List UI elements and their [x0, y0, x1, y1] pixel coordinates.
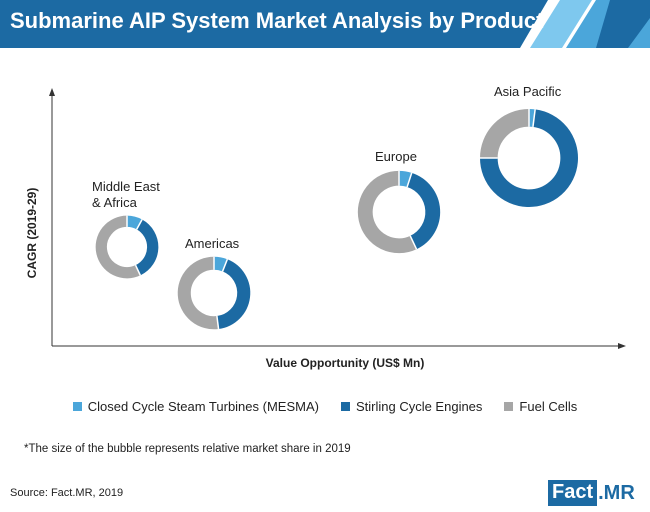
legend-swatch-mesma	[72, 402, 82, 411]
donut-segment-asia-pacific-2	[480, 109, 578, 207]
donut-segment-americas-3	[177, 256, 219, 330]
donut-segment-europe-1	[398, 170, 412, 188]
donut-separator	[134, 264, 142, 276]
title-banner: Submarine AIP System Market Analysis by …	[0, 0, 650, 48]
factmr-logo: Fact .MR	[548, 480, 638, 506]
y-axis-arrow	[49, 88, 55, 96]
logo-mr-text: .MR	[598, 481, 635, 504]
region-label-europe: Europe	[375, 149, 417, 164]
x-axis-label: Value Opportunity (US$ Mn)	[266, 356, 425, 370]
legend-swatch-stirling	[340, 402, 350, 411]
region-label-line: & Africa	[92, 195, 138, 210]
donut-segment-asia-pacific-3	[480, 109, 530, 159]
donut-separator	[532, 109, 536, 127]
donut-segment-americas-1	[213, 256, 228, 272]
chart-area: Value Opportunity (US$ Mn) CAGR (2019-29…	[25, 84, 626, 370]
legend-item-fuel-cells: Fuel Cells	[504, 399, 577, 414]
donut-segment-middle-east-africa-1	[126, 215, 143, 230]
chart-axes	[49, 88, 626, 349]
donut-segment-europe-3	[357, 170, 417, 254]
region-label-asia-pacific: Asia Pacific	[494, 84, 562, 99]
donut-separator	[216, 315, 220, 330]
footnote: *The size of the bubble represents relat…	[24, 443, 351, 455]
logo-fact-text: Fact	[548, 480, 598, 506]
region-label-line: Europe	[375, 149, 417, 164]
legend-item-mesma: Closed Cycle Steam Turbines (MESMA)	[72, 399, 319, 414]
donut-segment-europe-2	[406, 172, 441, 250]
legend-label-stirling: Stirling Cycle Engines	[355, 399, 483, 414]
bubble-asia-pacific: Asia Pacific	[480, 84, 578, 207]
donut-segment-middle-east-africa-3	[95, 215, 141, 279]
legend: Closed Cycle Steam Turbines (MESMA) Stir…	[0, 399, 650, 414]
bubble-europe: Europe	[357, 149, 441, 254]
region-label-middle-east-africa: Middle East & Africa	[92, 179, 160, 210]
legend-swatch-fuel-cells	[504, 402, 514, 411]
source-note: Source: Fact.MR, 2019	[10, 487, 124, 499]
legend-label-fuel-cells: Fuel Cells	[519, 399, 578, 414]
bubble-group: Middle East & Africa Americas Europe Asia Pa…	[92, 84, 578, 330]
legend-label-mesma: Closed Cycle Steam Turbines (MESMA)	[87, 399, 319, 414]
y-axis-label: CAGR (2019-29)	[25, 188, 39, 279]
region-label-americas: Americas	[185, 236, 240, 251]
region-label-line: Middle East	[92, 179, 160, 194]
x-axis-arrow	[618, 343, 626, 349]
region-label-line: Asia Pacific	[494, 84, 562, 99]
donut-segment-middle-east-africa-2	[135, 219, 159, 276]
donut-separator	[406, 172, 413, 188]
legend-item-stirling: Stirling Cycle Engines	[340, 399, 483, 414]
bubble-americas: Americas	[177, 236, 251, 330]
chart-title: Submarine AIP System Market Analysis by …	[10, 8, 544, 33]
region-label-line: Americas	[185, 236, 240, 251]
donut-separator	[136, 219, 143, 230]
bubble-middle-east-africa: Middle East & Africa	[92, 179, 160, 279]
donut-segment-americas-2	[216, 259, 251, 329]
banner-stripes-graphic	[0, 0, 650, 48]
donut-separator	[221, 259, 229, 272]
donut-separator	[409, 235, 418, 250]
